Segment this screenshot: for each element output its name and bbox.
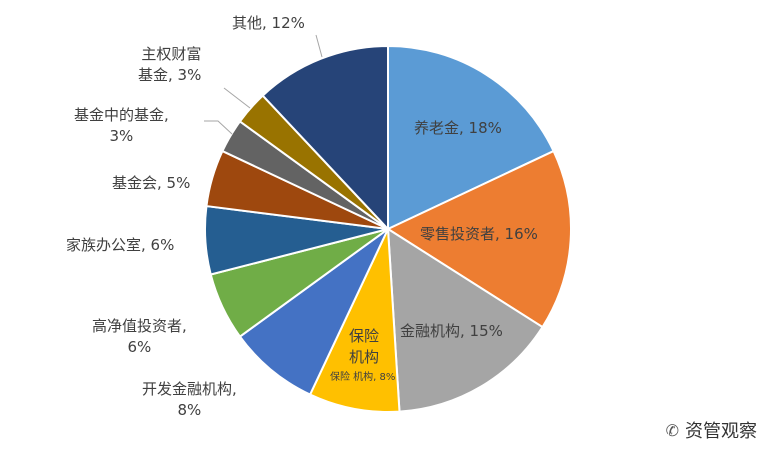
watermark: ✆ 资管观察 [666, 417, 757, 443]
leader-line-1 [223, 87, 251, 109]
pie-slice-4 [238, 228, 389, 396]
watermark-text: 资管观察 [685, 421, 757, 442]
label-insurance-name: 保险机构 [348, 327, 379, 366]
pie-slice-10 [261, 44, 389, 232]
label-hnwi: 高净值投资者, 6% [92, 317, 187, 356]
label-dev-finance: 开发金融机构, 8% [142, 380, 237, 419]
pie-slice-0 [387, 44, 555, 231]
pie-slice-3 [308, 228, 401, 413]
pie-slice-2 [386, 227, 544, 413]
label-retail: 零售投资者, 16% [420, 225, 538, 243]
label-financial: 金融机构, 15% [400, 322, 503, 340]
label-family-office: 家族办公室, 6% [66, 236, 175, 254]
pie-slice-1 [385, 149, 572, 329]
label-sovereign: 主权财富 基金, 3% [138, 45, 202, 84]
label-foundation: 基金会, 5% [112, 174, 191, 192]
label-other: 其他, 12% [232, 14, 305, 32]
label-pension: 养老金, 18% [414, 119, 502, 137]
label-insurance: 保险 机构, 8% [330, 372, 396, 383]
leader-line-2 [315, 34, 323, 58]
leader-line-0 [204, 120, 233, 135]
label-fof: 基金中的基金, 3% [74, 106, 169, 145]
wechat-icon: ✆ [665, 420, 679, 440]
